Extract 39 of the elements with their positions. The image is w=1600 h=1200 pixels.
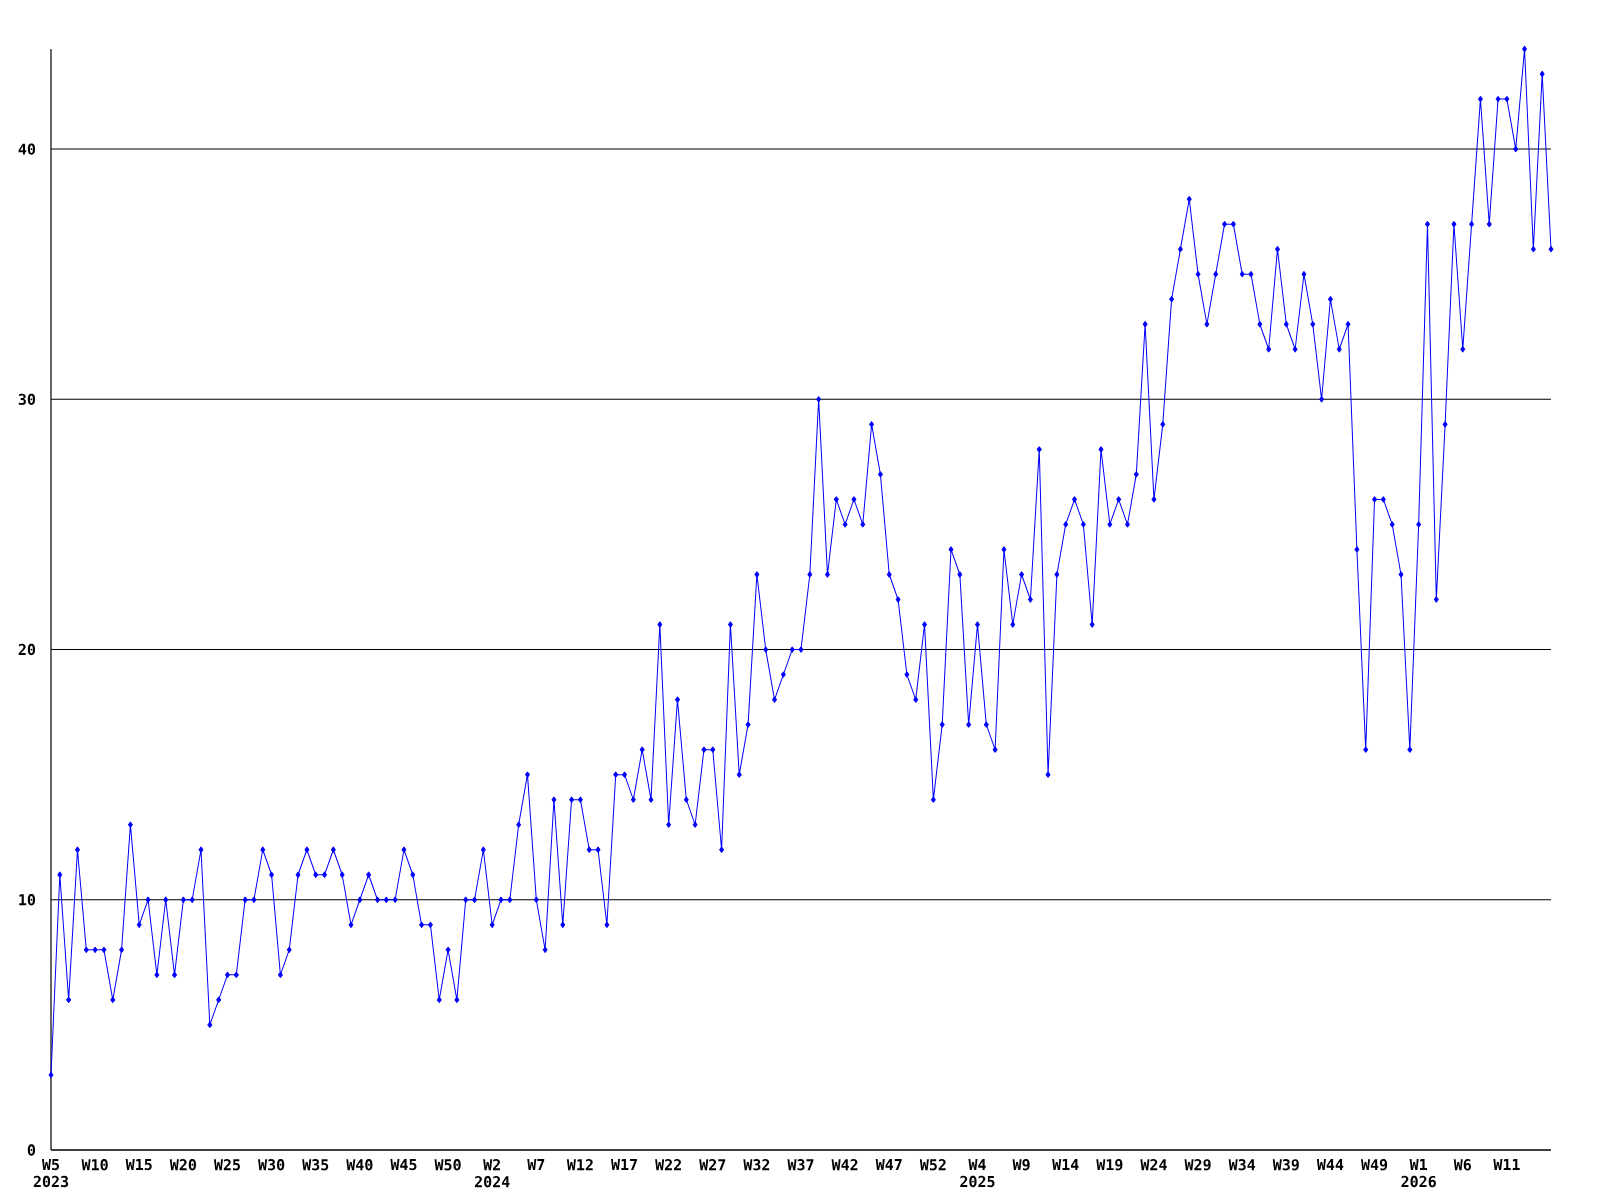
y-tick-label: 40 — [18, 143, 36, 155]
x-tick-label: W25 — [213, 1159, 240, 1171]
x-tick-label: W10 — [81, 1159, 108, 1171]
x-tick-label: W32 — [743, 1159, 770, 1171]
x-tick-label: W22 — [655, 1159, 681, 1171]
x-tick-label: W27 — [699, 1159, 726, 1171]
x-tick-label: W30 — [258, 1159, 285, 1171]
x-tick-label: W50 — [434, 1159, 461, 1171]
x-tick-label: W4 2025 — [960, 1159, 995, 1188]
y-tick-label: 20 — [18, 643, 36, 656]
x-tick-label: W17 — [610, 1159, 637, 1170]
x-tick-label: W20 — [169, 1159, 196, 1171]
x-tick-label: W7 — [527, 1159, 545, 1170]
x-tick-label: W42 — [831, 1159, 858, 1171]
x-tick-label: W2 2024 — [474, 1159, 510, 1188]
x-tick-label: W40 — [346, 1159, 373, 1171]
x-tick-label: W29 — [1184, 1159, 1211, 1171]
x-tick-label: W35 — [302, 1159, 329, 1171]
x-tick-label: W49 — [1361, 1159, 1388, 1171]
x-tick-label: W34 — [1228, 1159, 1256, 1171]
x-tick-label: W47 — [875, 1159, 902, 1170]
x-tick-label: W37 — [787, 1159, 814, 1171]
x-tick-label: W12 — [566, 1159, 593, 1171]
x-tick-label: W45 — [390, 1159, 417, 1171]
x-tick-label: W1 2026 — [1401, 1159, 1436, 1188]
x-tick-label: W39 — [1272, 1159, 1299, 1171]
y-tick-label: 0 — [27, 1144, 36, 1156]
x-tick-label: W15 — [125, 1159, 152, 1171]
x-tick-label: W52 — [919, 1159, 946, 1171]
y-tick-label: 30 — [18, 393, 36, 405]
x-tick-label: W24 — [1140, 1159, 1167, 1171]
x-tick-label: W11 — [1493, 1159, 1520, 1170]
x-tick-label: W44 — [1316, 1159, 1344, 1170]
x-tick-label: W19 — [1096, 1159, 1123, 1171]
x-tick-label: W9 — [1012, 1159, 1030, 1171]
y-tick-label: 10 — [19, 894, 36, 906]
x-tick-label: W6 — [1453, 1159, 1471, 1171]
x-tick-label: W14 — [1052, 1159, 1079, 1170]
x-tick-label: W5 2023 — [33, 1159, 69, 1188]
